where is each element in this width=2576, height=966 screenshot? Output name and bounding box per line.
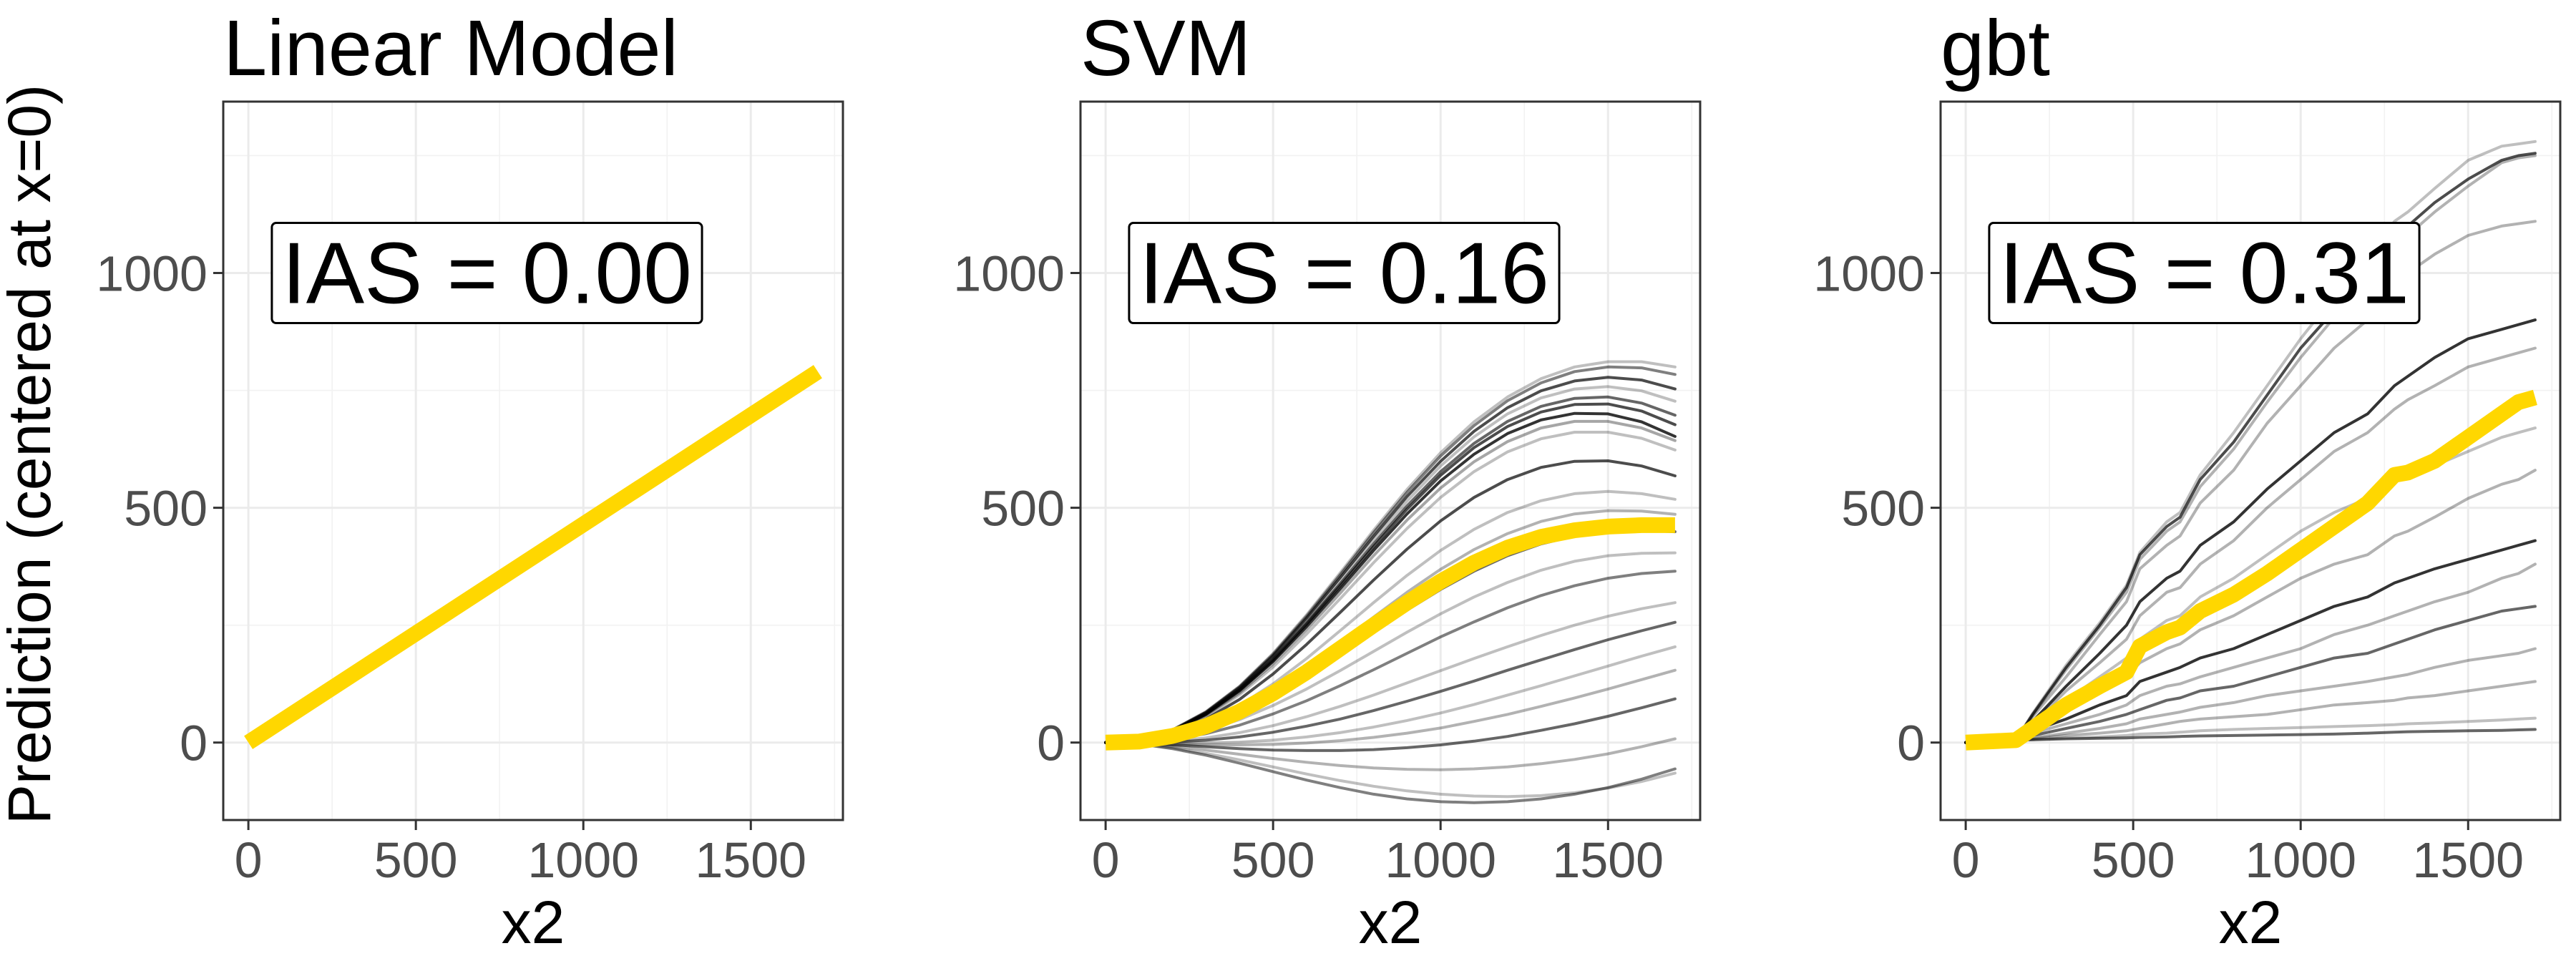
x-axis-title: x2	[1359, 889, 1423, 956]
x-tick-label: 1500	[2412, 832, 2524, 888]
ice-curve	[1964, 647, 2537, 744]
panel-frame	[222, 100, 844, 821]
x-tick-label: 0	[1952, 832, 1980, 888]
y-tick-label: 500	[981, 481, 1065, 537]
ias-label-box	[1128, 222, 1561, 325]
ice-curve	[1104, 741, 1677, 804]
x-tick-label: 500	[374, 832, 458, 888]
x-tick-label: 500	[1231, 832, 1315, 888]
ice-curve	[1104, 419, 1677, 744]
ice-curve	[1104, 601, 1677, 744]
y-tick-label: 500	[1841, 481, 1925, 537]
ice-curve	[1104, 431, 1677, 744]
x-tick-label: 1500	[1552, 832, 1664, 888]
ice-curve	[1964, 562, 2537, 744]
pdp-line	[244, 365, 822, 749]
ice-curve	[1964, 728, 2537, 744]
panel-0: IAS = 0.00 0 500 1000 1500 0 500 1000 Linear Mod…	[96, 4, 844, 956]
ias-label-box	[270, 222, 703, 325]
x-tick-label: 500	[2092, 832, 2175, 888]
panel-1: IAS = 0.16 0 500 1000 1500 0 500 1000 SVM x2	[953, 4, 1702, 956]
x-axis-title: x2	[2219, 889, 2283, 956]
ias-label: IAS = 0.00	[282, 225, 692, 322]
y-axis-title: Prediction (centered at x=0)	[0, 84, 63, 824]
pdp-line	[1105, 517, 1675, 751]
ice-curve	[1964, 680, 2537, 744]
plot-area	[1104, 360, 1677, 804]
ice-curve	[1964, 220, 2537, 744]
panels: IAS = 0.00 0 500 1000 1500 0 500 1000 Linear Mod…	[96, 4, 2562, 956]
ice-curve	[1964, 318, 2537, 744]
x-tick-label: 0	[1092, 832, 1120, 888]
y-tick-label: 1000	[1813, 246, 1925, 302]
ice-curve	[1964, 152, 2537, 744]
x-tick-label: 1000	[1385, 832, 1496, 888]
panel-frame	[1079, 100, 1702, 821]
x-axis-title: x2	[502, 889, 565, 956]
plot-area	[1964, 140, 2537, 751]
y-tick-label: 1000	[96, 246, 208, 302]
y-tick-label: 500	[124, 481, 208, 537]
x-tick-label: 1500	[695, 832, 806, 888]
ice-curve	[1104, 697, 1677, 752]
ias-label-box	[1988, 222, 2421, 325]
pdp-line	[1965, 389, 2537, 751]
ice-curve	[1964, 346, 2537, 744]
x-tick-label: 1000	[2245, 832, 2356, 888]
ice-curve	[1104, 668, 1677, 746]
ice-curve	[1104, 411, 1677, 744]
ice-curve	[1964, 605, 2537, 744]
y-tick-label: 1000	[953, 246, 1065, 302]
panel-frame	[1939, 100, 2562, 821]
ias-label: IAS = 0.16	[1139, 225, 1549, 322]
x-tick-label: 0	[235, 832, 263, 888]
ias-label: IAS = 0.31	[1999, 225, 2409, 322]
y-tick-label: 0	[180, 716, 208, 771]
ice-curve	[1964, 539, 2537, 744]
y-tick-label: 0	[1897, 716, 1925, 771]
ice-curve	[1964, 140, 2537, 744]
ice-curve	[1104, 737, 1677, 771]
ice-curve	[1964, 154, 2537, 744]
panel-2: IAS = 0.31 0 500 1000 1500 0 500 1000 gbt x2	[1813, 4, 2562, 956]
x-tick-label: 1000	[527, 832, 639, 888]
plot-area	[244, 365, 822, 749]
panel-title: SVM	[1080, 4, 1251, 92]
y-tick-label: 0	[1037, 716, 1065, 771]
panel-title: gbt	[1941, 4, 2050, 92]
ice-curve	[1104, 645, 1677, 745]
ice-curve	[1104, 620, 1677, 744]
panel-title: Linear Model	[223, 4, 678, 92]
